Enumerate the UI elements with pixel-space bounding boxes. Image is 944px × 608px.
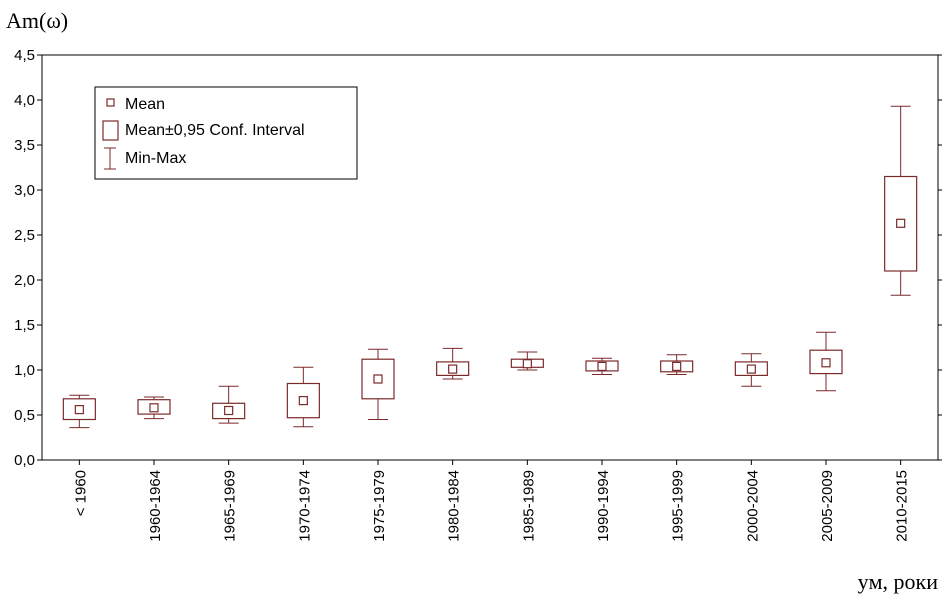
mean-marker bbox=[821, 358, 831, 368]
y-tick-label: 3,0 bbox=[14, 182, 35, 199]
mean-marker bbox=[597, 361, 607, 371]
legend-label: Mean bbox=[125, 96, 165, 113]
y-axis-title: Am(ω) bbox=[6, 8, 69, 33]
mean-marker bbox=[224, 405, 234, 416]
box-1 bbox=[137, 396, 171, 420]
box-4 bbox=[361, 348, 395, 420]
box-9 bbox=[734, 353, 768, 387]
box-6 bbox=[510, 351, 544, 371]
mean-marker bbox=[672, 361, 682, 371]
mean-marker bbox=[522, 359, 532, 369]
y-tick-label: 4,5 bbox=[14, 47, 35, 64]
plot-frame bbox=[41, 54, 939, 461]
x-tick-label: 1975-1979 bbox=[371, 470, 388, 542]
x-tick-label: 2005-2009 bbox=[819, 470, 836, 542]
box-0 bbox=[62, 394, 96, 429]
mean-marker bbox=[746, 364, 756, 374]
x-tick-label: 1990-1994 bbox=[595, 470, 612, 542]
mean-marker bbox=[448, 364, 458, 374]
y-tick-label: 4,0 bbox=[14, 92, 35, 109]
legend-label: Mean±0,95 Conf. Interval bbox=[125, 122, 305, 139]
x-tick-label: 1960-1964 bbox=[147, 470, 164, 542]
x-tick-label: 1985-1989 bbox=[520, 470, 537, 542]
legend-box bbox=[94, 86, 358, 180]
box-5 bbox=[436, 347, 470, 380]
x-tick-label: 1965-1969 bbox=[222, 470, 239, 542]
box-7 bbox=[585, 357, 619, 375]
y-tick-label: 1,5 bbox=[14, 317, 35, 334]
legend-box-symbol bbox=[102, 120, 119, 141]
x-tick-label: 2000-2004 bbox=[744, 470, 761, 542]
box-3 bbox=[286, 366, 320, 428]
box-2 bbox=[212, 385, 246, 424]
mean-marker bbox=[373, 374, 383, 384]
y-tick-label: 3,5 bbox=[14, 137, 35, 154]
x-tick-label: 1995-1999 bbox=[670, 470, 687, 542]
x-tick-label: < 1960 bbox=[72, 470, 89, 516]
mean-marker bbox=[896, 218, 906, 228]
box-10 bbox=[809, 331, 843, 392]
mean-marker bbox=[298, 396, 308, 406]
mean-marker bbox=[74, 405, 84, 415]
mean-marker bbox=[149, 403, 159, 413]
x-tick-label: 2010-2015 bbox=[894, 470, 911, 542]
y-tick-label: 2,5 bbox=[14, 227, 35, 244]
legend-label: Min-Max bbox=[125, 150, 186, 167]
y-tick-label: 0,0 bbox=[14, 452, 35, 469]
y-tick-label: 1,0 bbox=[14, 362, 35, 379]
x-tick-label: 1980-1984 bbox=[446, 470, 463, 542]
box-11 bbox=[884, 105, 918, 296]
legend-mean-symbol bbox=[106, 98, 115, 107]
y-tick-label: 2,0 bbox=[14, 272, 35, 289]
y-tick-label: 0,5 bbox=[14, 407, 35, 424]
box-8 bbox=[660, 354, 694, 375]
x-tick-label: 1970-1974 bbox=[296, 470, 313, 542]
x-axis-title: yм, роки bbox=[857, 569, 938, 594]
